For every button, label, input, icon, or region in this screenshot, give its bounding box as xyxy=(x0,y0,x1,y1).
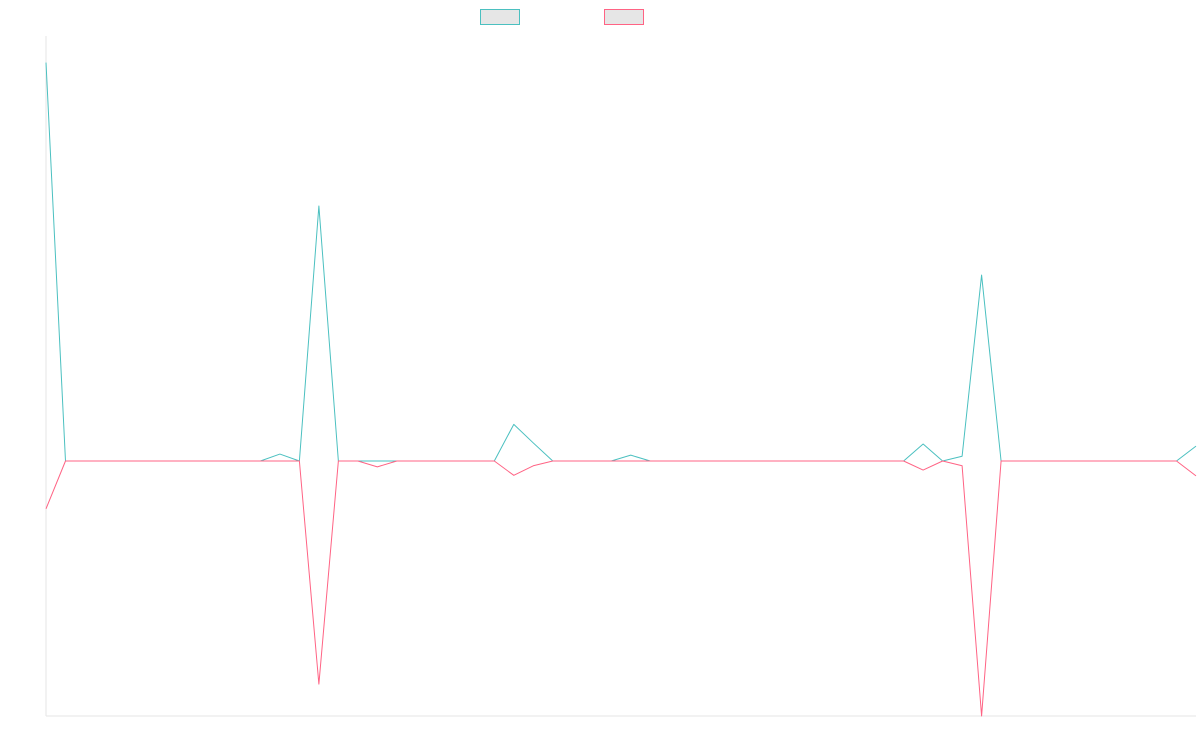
legend-swatch-series-1[interactable] xyxy=(480,9,520,25)
series-line-1 xyxy=(45,62,1197,462)
axes xyxy=(45,36,1196,717)
legend-swatch-series-2[interactable] xyxy=(604,9,644,25)
legend xyxy=(480,9,646,27)
series-line-2 xyxy=(45,460,1197,717)
series-layer xyxy=(45,62,1197,717)
